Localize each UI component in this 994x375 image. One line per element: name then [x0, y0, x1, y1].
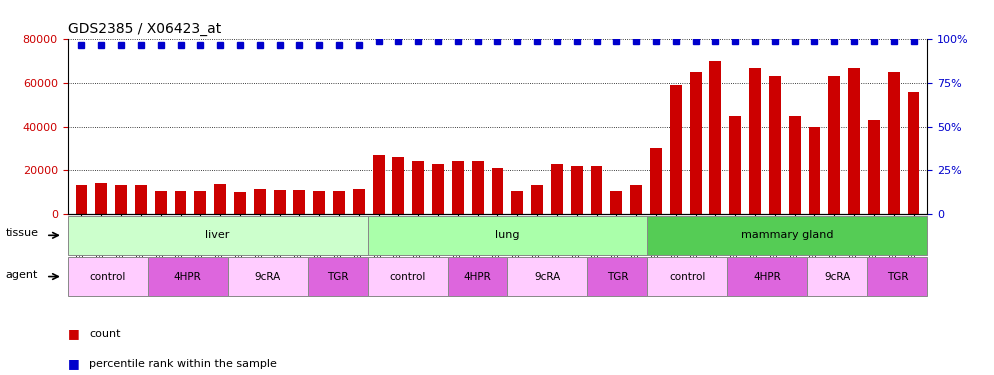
- Bar: [788, 116, 800, 214]
- Bar: [749, 68, 761, 214]
- Bar: [373, 155, 385, 214]
- Text: count: count: [89, 329, 121, 339]
- Bar: [710, 61, 722, 214]
- Bar: [848, 68, 860, 214]
- Bar: [68, 216, 368, 255]
- Bar: [253, 189, 265, 214]
- Text: 4HPR: 4HPR: [753, 272, 781, 282]
- Text: control: control: [669, 272, 706, 282]
- Text: TGR: TGR: [606, 272, 628, 282]
- Bar: [68, 257, 147, 296]
- Bar: [868, 257, 927, 296]
- Text: lung: lung: [495, 230, 520, 240]
- Text: 4HPR: 4HPR: [463, 272, 491, 282]
- Bar: [353, 189, 365, 214]
- Bar: [690, 72, 702, 214]
- Bar: [908, 92, 919, 214]
- Bar: [228, 257, 307, 296]
- Bar: [630, 185, 642, 214]
- Bar: [214, 184, 226, 214]
- Bar: [828, 76, 840, 214]
- Bar: [115, 185, 127, 214]
- Text: control: control: [89, 272, 126, 282]
- Bar: [492, 168, 503, 214]
- Bar: [95, 183, 107, 214]
- Bar: [472, 161, 484, 214]
- Text: percentile rank within the sample: percentile rank within the sample: [89, 359, 277, 369]
- Bar: [730, 116, 742, 214]
- Bar: [728, 257, 807, 296]
- Bar: [868, 120, 880, 214]
- Bar: [511, 191, 523, 214]
- Bar: [610, 191, 622, 214]
- Text: ■: ■: [68, 357, 80, 370]
- Bar: [313, 191, 325, 214]
- Bar: [807, 257, 868, 296]
- Bar: [333, 191, 345, 214]
- Text: mammary gland: mammary gland: [742, 230, 834, 240]
- Bar: [590, 166, 602, 214]
- Bar: [647, 257, 728, 296]
- Text: 9cRA: 9cRA: [254, 272, 280, 282]
- Bar: [368, 216, 647, 255]
- Bar: [647, 216, 927, 255]
- Bar: [587, 257, 647, 296]
- Bar: [234, 192, 246, 214]
- Bar: [432, 164, 444, 214]
- Bar: [273, 190, 285, 214]
- Bar: [888, 72, 900, 214]
- Bar: [769, 76, 781, 214]
- Bar: [307, 257, 368, 296]
- Bar: [135, 185, 147, 214]
- Bar: [147, 257, 228, 296]
- Bar: [293, 190, 305, 214]
- Bar: [452, 161, 464, 214]
- Text: 9cRA: 9cRA: [535, 272, 561, 282]
- Bar: [393, 157, 405, 214]
- Text: agent: agent: [5, 270, 38, 280]
- Bar: [447, 257, 508, 296]
- Bar: [670, 85, 682, 214]
- Bar: [571, 166, 582, 214]
- Text: tissue: tissue: [5, 228, 39, 238]
- Bar: [531, 185, 543, 214]
- Bar: [808, 127, 820, 214]
- Bar: [508, 257, 587, 296]
- Text: GDS2385 / X06423_at: GDS2385 / X06423_at: [68, 22, 221, 36]
- Bar: [155, 191, 167, 214]
- Text: 4HPR: 4HPR: [174, 272, 202, 282]
- Bar: [413, 161, 424, 214]
- Bar: [650, 148, 662, 214]
- Bar: [551, 164, 563, 214]
- Text: TGR: TGR: [887, 272, 909, 282]
- Text: liver: liver: [206, 230, 230, 240]
- Bar: [195, 191, 207, 214]
- Bar: [368, 257, 447, 296]
- Text: ■: ■: [68, 327, 80, 340]
- Text: 9cRA: 9cRA: [824, 272, 851, 282]
- Bar: [76, 185, 87, 214]
- Text: control: control: [390, 272, 425, 282]
- Text: TGR: TGR: [327, 272, 348, 282]
- Bar: [175, 191, 187, 214]
